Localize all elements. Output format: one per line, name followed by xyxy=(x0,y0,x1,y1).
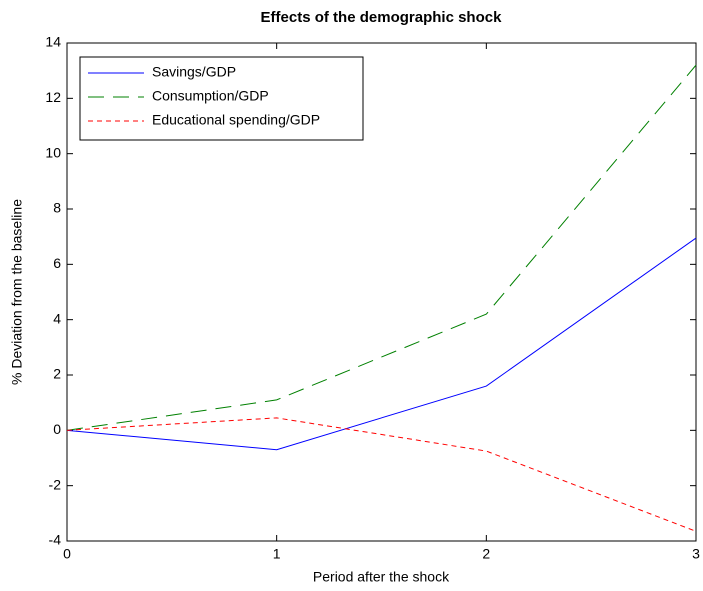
series-line xyxy=(66,237,697,451)
legend-label: Savings/GDP xyxy=(152,64,236,80)
y-tick-label: -2 xyxy=(49,476,62,492)
legend-box xyxy=(79,56,364,141)
x-axis-label: Period after the shock xyxy=(313,569,450,585)
plot-frame xyxy=(66,42,697,542)
y-tick-label: 12 xyxy=(45,89,61,105)
y-tick-label: 14 xyxy=(45,34,61,50)
series-line xyxy=(66,64,697,431)
y-tick-label: 4 xyxy=(53,310,61,326)
y-tick-label: 10 xyxy=(45,144,61,160)
legend-label: Educational spending/GDP xyxy=(152,112,320,128)
y-tick-label: -4 xyxy=(49,532,62,548)
x-tick-label: 2 xyxy=(482,546,490,562)
y-tick-label: 8 xyxy=(53,200,61,216)
series-line xyxy=(66,417,697,532)
legend-label: Consumption/GDP xyxy=(152,88,269,104)
chart-title: Effects of the demographic shock xyxy=(261,9,503,26)
x-tick-label: 0 xyxy=(63,546,71,562)
y-tick-label: 6 xyxy=(53,255,61,271)
y-tick-label: 2 xyxy=(53,366,61,382)
x-tick-label: 3 xyxy=(692,546,700,562)
x-tick-label: 1 xyxy=(273,546,281,562)
y-axis-label: % Deviation from the baseline xyxy=(9,199,25,385)
y-tick-label: 0 xyxy=(53,421,61,437)
